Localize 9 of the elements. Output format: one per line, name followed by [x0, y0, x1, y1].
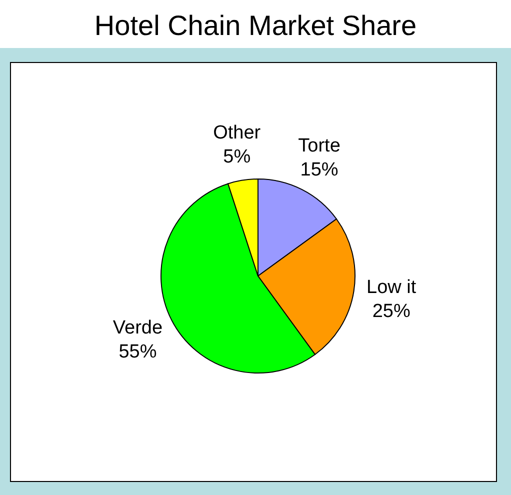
- data-label: 55%: [118, 341, 157, 362]
- data-label: 25%: [372, 301, 410, 322]
- chart-title: Hotel Chain Market Share: [93, 9, 418, 43]
- slice-label: Low it: [366, 277, 417, 298]
- slice-label: Verde: [112, 317, 163, 338]
- data-label: 15%: [300, 160, 338, 181]
- slice-label: Other: [213, 122, 262, 144]
- slice-label: Torte: [298, 136, 340, 157]
- data-label: 5%: [223, 146, 251, 168]
